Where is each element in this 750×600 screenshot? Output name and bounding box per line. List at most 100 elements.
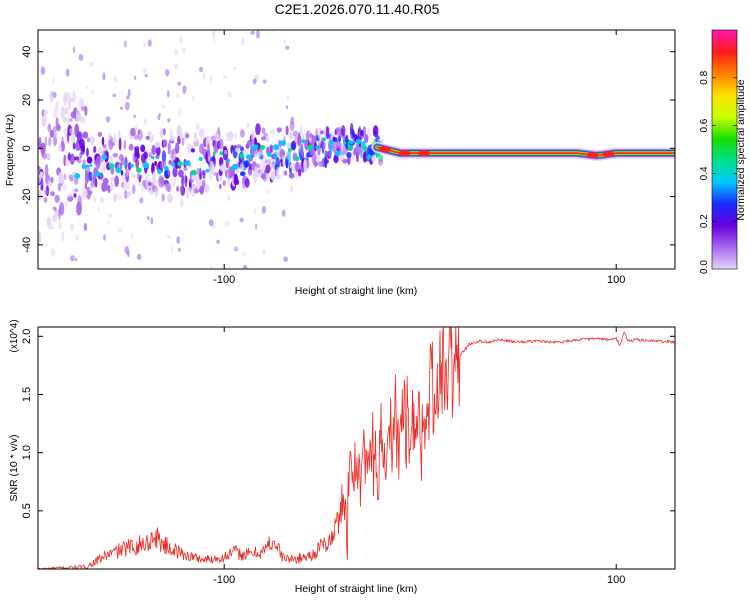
spectrogram-cell xyxy=(136,253,142,260)
spectrogram-cell xyxy=(255,223,258,230)
spectrogram-cell xyxy=(244,159,251,167)
spectrogram-cell xyxy=(82,131,89,139)
spectrogram-cell xyxy=(177,81,182,86)
spectrogram-cell xyxy=(107,184,111,194)
spectrogram-cell xyxy=(70,222,74,232)
spectrogram-cell xyxy=(281,150,285,155)
spectrogram-cell xyxy=(147,216,150,221)
spectrogram-cell xyxy=(58,202,65,216)
spectrogram-cell xyxy=(265,164,271,174)
colorbar-tick-label: 0.0 xyxy=(699,260,710,274)
spectrogram-cell xyxy=(168,159,172,165)
spectrogram-cell xyxy=(50,248,56,257)
spectrogram-cell xyxy=(64,200,68,208)
spectrogram-peak xyxy=(398,150,411,157)
spectrogram-cell xyxy=(176,185,180,192)
spectrogram-cell xyxy=(275,157,280,170)
spectrogram-cell xyxy=(178,35,184,44)
spectrogram-cell xyxy=(290,142,296,150)
spectrogram-peak xyxy=(322,137,327,141)
spectrogram-cell xyxy=(104,182,109,192)
spectrogram-cell xyxy=(70,255,75,262)
spectrogram-ytick-label: 20 xyxy=(21,94,33,106)
spectrogram-cell xyxy=(139,197,144,204)
snr-xtick-label: -100 xyxy=(213,574,235,586)
spectrogram-cell xyxy=(282,161,286,166)
spectrogram-cell xyxy=(44,136,47,147)
spectrogram-cell xyxy=(211,30,216,38)
spectrogram-cell xyxy=(57,183,62,192)
spectrogram-cell xyxy=(144,74,148,78)
snr-ylabel: SNR (10 * v/v) xyxy=(8,434,20,501)
spectrogram-cell xyxy=(72,90,76,104)
spectrogram-cell xyxy=(178,247,181,252)
spectrogram-cell xyxy=(161,150,166,164)
colorbar-tick-label: 0.8 xyxy=(699,70,710,84)
spectrogram-cell xyxy=(48,136,52,147)
spectrogram-cell xyxy=(74,188,79,193)
spectrogram-cell xyxy=(270,170,276,182)
spectrogram-cell xyxy=(113,193,117,202)
spectrogram-cell xyxy=(78,54,84,61)
spectrogram-cell xyxy=(280,158,283,164)
spectrogram-cell xyxy=(162,128,166,136)
spectrogram-peak xyxy=(363,146,368,151)
spectrogram-marks xyxy=(38,30,675,269)
spectrogram-peak xyxy=(226,158,230,163)
spectrogram-cell xyxy=(233,67,237,71)
spectrogram-cell xyxy=(136,172,141,180)
spectrogram-cell xyxy=(219,183,222,190)
spectrogram-cell xyxy=(53,209,58,219)
spectrogram-cell xyxy=(199,66,204,73)
spectrogram-cell xyxy=(150,217,154,225)
spectrogram-peak xyxy=(89,163,93,167)
spectrogram-cell xyxy=(290,184,293,193)
spectrogram-cell xyxy=(55,101,59,110)
spectrogram-cell xyxy=(176,93,179,98)
spectrogram-cell xyxy=(69,118,73,122)
spectrogram-cell xyxy=(154,141,161,148)
spectrogram-peak xyxy=(252,144,259,150)
spectrogram-cell xyxy=(236,179,240,185)
snr-marks xyxy=(38,327,675,569)
spectrogram-cell xyxy=(86,84,89,90)
spectrogram-cell xyxy=(242,252,246,256)
spectrogram-cell xyxy=(195,122,200,130)
spectrogram-cell xyxy=(119,106,123,110)
spectrogram-cell xyxy=(58,172,64,180)
spectrogram-cell xyxy=(367,127,371,138)
spectrogram-cell xyxy=(182,85,187,94)
spectrogram-cell xyxy=(47,123,52,132)
spectrogram-cell xyxy=(276,127,282,133)
spectrogram-cell xyxy=(235,147,241,153)
spectrogram-cell xyxy=(107,213,112,218)
spectrogram-peak xyxy=(102,154,108,160)
spectrogram-cell xyxy=(162,139,168,148)
spectrogram-peak xyxy=(343,141,347,145)
spectrogram-cell xyxy=(93,146,97,153)
spectrogram-cell xyxy=(261,127,266,135)
spectrogram-cell xyxy=(57,144,63,152)
colorbar: 0.0 0.2 0.4 0.6 0.8 Normalized spectral ampl… xyxy=(699,29,747,274)
spectrogram-cell xyxy=(207,143,210,157)
spectrogram-peak xyxy=(205,168,210,173)
spectrogram-cell xyxy=(87,190,93,195)
spectrogram-cell xyxy=(130,232,134,239)
spectrogram-cell xyxy=(371,154,377,163)
spectrogram-cell xyxy=(77,195,82,208)
spectrogram-cell xyxy=(83,190,89,196)
spectrogram-cell xyxy=(155,154,160,159)
spectrogram-cell xyxy=(153,186,160,196)
spectrogram-cell xyxy=(288,130,292,135)
spectrogram-cell xyxy=(40,185,44,191)
spectrogram-cell xyxy=(269,129,276,135)
spectrogram-cell xyxy=(60,106,65,119)
spectrogram-peak xyxy=(288,148,292,152)
spectrogram-cell xyxy=(198,128,205,139)
spectrogram-cell xyxy=(81,143,86,153)
spectrogram-ytick-label: -40 xyxy=(21,237,33,253)
spectrogram-cell xyxy=(65,91,71,101)
spectrogram-cell xyxy=(250,138,255,145)
spectrogram-cell xyxy=(44,163,49,178)
